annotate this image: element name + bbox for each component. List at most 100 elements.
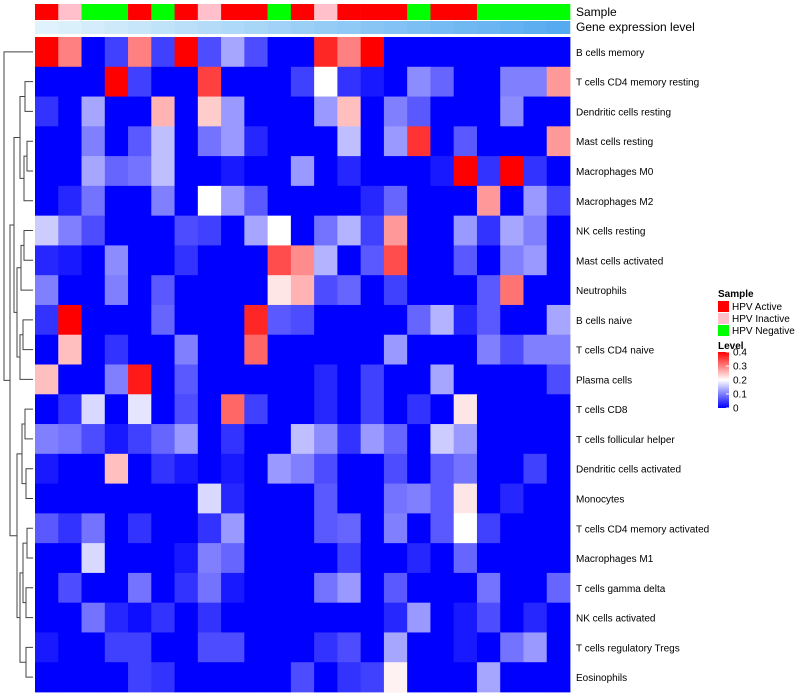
dendrogram-branch [24,81,33,112]
heatmap-cell [407,96,431,127]
heatmap-cell [383,126,408,157]
heatmap-cell [197,66,222,97]
heatmap-cell [174,215,199,246]
heatmap-cell [360,602,385,633]
heatmap-cell [221,304,245,336]
heatmap-cell [221,632,245,663]
heatmap-cell [453,37,478,68]
sample-legend-swatch [718,325,729,336]
heatmap-cell [453,156,478,187]
heatmap-cell [383,543,408,574]
heatmap-cell [500,215,524,246]
heatmap-cell [290,602,315,633]
heatmap-cell [360,126,385,157]
heatmap-cell [174,513,199,544]
heatmap-cell [58,394,82,425]
sample-annotation-cell [383,4,408,20]
dendrogram-branch [26,140,33,172]
heatmap-cell [104,662,129,693]
dendrogram-branch [25,587,33,619]
heatmap-cell [104,602,129,633]
heatmap-cell [290,483,315,514]
heatmap-cell [476,245,501,276]
heatmap-cell [81,364,106,395]
heatmap-cell [58,453,82,484]
heatmap-cell [58,37,82,68]
heatmap-cell [244,394,269,425]
heatmap-cell [174,275,199,306]
heatmap-cell [221,37,245,68]
heatmap-cell [383,483,408,514]
heatmap-cell [476,543,501,574]
heatmap-cell [151,215,175,246]
gene-expression-annotation-cell [267,21,292,34]
heatmap-cell [546,662,571,693]
heatmap-cell [35,453,59,484]
heatmap-cell [337,602,362,633]
heatmap-cell [546,215,571,246]
heatmap-cell [290,424,315,455]
heatmap-cell [500,483,524,514]
sample-annotation-cell [500,4,524,20]
heatmap-cell [197,424,222,455]
heatmap-cell [360,275,385,306]
heatmap-cell [383,275,408,306]
heatmap-cell [383,156,408,187]
heatmap-cell [337,275,362,306]
sample-annotation-label: Sample [576,5,617,19]
row-label: B cells naive [576,316,633,327]
heatmap-cell [174,453,199,484]
heatmap-cell [174,66,199,97]
heatmap-cell [476,275,501,306]
heatmap-cell [151,334,175,365]
heatmap-cell [500,543,524,574]
heatmap-cell [267,394,292,425]
heatmap-cell [151,304,175,336]
heatmap-cell [523,424,548,455]
heatmap-cell [104,513,129,544]
heatmap-cell [314,126,338,157]
heatmap-cell [314,334,338,365]
gene-expression-annotation-cell [360,21,385,34]
heatmap-cell [500,96,524,127]
heatmap-cell [104,304,129,336]
heatmap-cell [81,37,106,68]
heatmap-cell [383,37,408,68]
heatmap-cell [476,513,501,544]
heatmap-cell [267,304,292,336]
heatmap-cell [244,66,269,97]
heatmap-cell [128,662,152,693]
heatmap-cell [546,632,571,663]
heatmap-cell [290,513,315,544]
heatmap-cell [197,364,222,395]
heatmap-cell [35,364,59,395]
sample-annotation-cell [314,4,338,20]
level-legend-tick-label: 0 [733,404,739,415]
heatmap-cell [290,572,315,604]
heatmap-cell [360,245,385,276]
sample-annotation-cell [407,4,431,20]
sample-annotation-bar [35,4,571,20]
row-label: T cells follicular helper [576,435,675,446]
sample-annotation-cell [267,4,292,20]
heatmap-cell [290,96,315,127]
gene-expression-annotation-cell [174,21,199,34]
heatmap-cell [500,424,524,455]
heatmap-cell [58,275,82,306]
heatmap-cell [337,364,362,395]
sample-legend-label: HPV Negative [732,326,795,337]
sample-annotation-cell [360,4,385,20]
heatmap-cell [174,424,199,455]
heatmap-cell [81,572,106,604]
heatmap-cell [453,394,478,425]
row-labels: B cells memory T cells CD4 memory resting… [576,48,709,684]
heatmap-cell [314,215,338,246]
heatmap-cell [244,364,269,395]
heatmap-cell [500,185,524,217]
heatmap-cell [360,334,385,365]
heatmap-cell [244,453,269,484]
heatmap-cell [476,572,501,604]
heatmap-cell [476,66,501,97]
heatmap-cell [128,334,152,365]
